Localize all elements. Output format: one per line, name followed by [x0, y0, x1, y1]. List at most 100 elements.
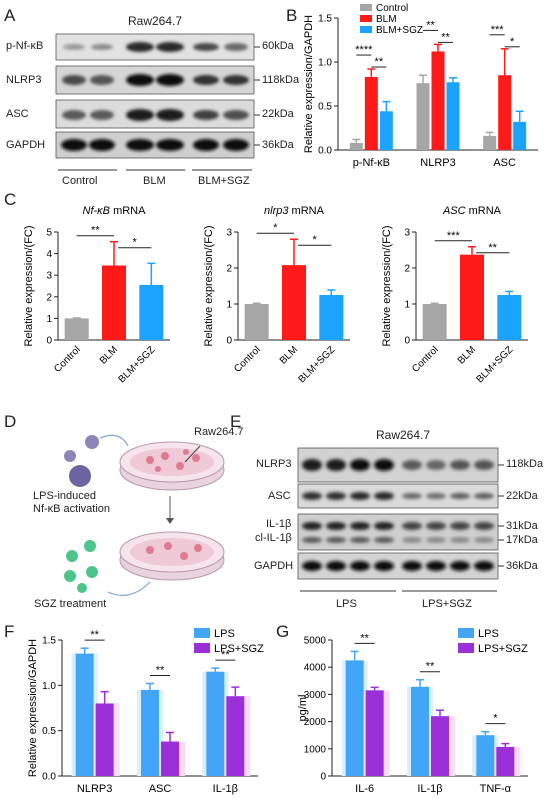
bar: [364, 76, 378, 150]
bar: [75, 653, 94, 776]
significance-label: **: [360, 632, 369, 644]
panel-e-group-label: LPS: [336, 598, 357, 610]
panel-e-mw-label: 118kDa: [506, 458, 544, 470]
legend-label: Control: [376, 3, 408, 14]
y-axis-title: Relative expression/(FC): [381, 225, 393, 346]
significance-label: **: [221, 649, 230, 661]
bar: [483, 135, 497, 150]
panel-e-letter: E: [230, 412, 242, 431]
x-tick-label: NLRP3: [420, 157, 455, 169]
panel-d-letter: D: [4, 412, 17, 431]
significance-label: **: [426, 19, 435, 31]
panel-a-cell-line: Raw264.7: [128, 14, 183, 28]
lps-particle-icon: [64, 450, 76, 462]
y-tick-label: 3: [404, 228, 410, 239]
legend-label: LPS+SGZ: [478, 643, 528, 655]
significance-label: **: [488, 242, 497, 254]
significance-label: *: [510, 36, 515, 48]
legend-label: BLM+SGZ: [376, 25, 423, 36]
y-tick-label: 1: [404, 300, 410, 311]
x-tick-label: TNF-α: [480, 783, 512, 795]
significance-label: ***: [491, 24, 505, 36]
y-tick-label: 2: [46, 292, 52, 303]
panel-e-row-label: IL-1β: [266, 518, 292, 530]
panel-e-mw-label: 36kDa: [506, 560, 538, 572]
bar: [411, 686, 429, 776]
bar: [282, 265, 306, 340]
panel-f-letter: F: [4, 622, 15, 641]
significance-label: *: [273, 222, 278, 234]
panel-e-mw-label: 22kDa: [506, 490, 538, 502]
panel-a-group-label: BLM+SGZ: [198, 175, 250, 187]
legend-swatch: [360, 15, 372, 22]
bar: [141, 689, 159, 776]
significance-label: **: [426, 661, 435, 673]
panel-d-dish-label: Raw264.7: [194, 426, 244, 438]
legend-label: LPS: [214, 628, 235, 640]
lps-particle-icon: [85, 435, 99, 449]
y-tick-label: 0: [320, 772, 326, 783]
x-tick-label: p-Nf-κB: [353, 157, 390, 169]
legend-swatch: [458, 643, 474, 653]
significance-label: *: [313, 234, 318, 246]
y-tick-label: 0.5: [318, 102, 332, 113]
y-tick-label: 1.0: [318, 58, 332, 69]
x-tick-label: IL-1β: [213, 783, 238, 795]
bar: [365, 690, 384, 776]
petri-dish-icon: [119, 441, 225, 491]
x-tick-label: IL-1β: [417, 783, 442, 795]
panel-a-mw-label: 22kDa: [262, 108, 294, 120]
bar: [349, 142, 363, 150]
significance-label: **: [156, 665, 165, 677]
bar: [476, 735, 495, 776]
bar: [446, 82, 460, 150]
panel-a-row-label: NLRP3: [6, 74, 42, 86]
x-tick-label: ASC: [493, 157, 516, 169]
significance-label: **: [441, 31, 450, 43]
y-tick-label: 3: [226, 228, 232, 239]
panel-a-row-label: GAPDH: [6, 139, 46, 151]
y-tick-label: 1.0: [42, 681, 56, 692]
panel-d-step1: LPS-induced: [33, 490, 96, 502]
panel-c-chart-nfkb: 0 1 2 3 4 5 Relative expression/(FC) Nf-κB mRNA…: [23, 205, 170, 385]
y-tick-label: 0: [46, 336, 52, 347]
y-tick-label: 0.0: [318, 146, 332, 157]
significance-label: *: [133, 237, 138, 249]
legend-swatch: [360, 26, 372, 33]
bar: [416, 83, 430, 150]
bar: [431, 51, 445, 150]
y-tick-label: 3: [46, 271, 52, 282]
y-tick-label: 4: [46, 249, 52, 260]
y-axis-title: Relative expression/(FC): [203, 225, 215, 346]
y-tick-label: 5000: [304, 636, 327, 647]
panel-b-letter: B: [286, 6, 298, 25]
legend-label: LPS: [478, 628, 499, 640]
panel-a-group-label: Control: [62, 175, 98, 187]
lps-particle-icon: [69, 465, 91, 487]
panel-a-row-label: p-Nf-κB: [6, 40, 44, 52]
chart-title: ASC mRNA: [442, 205, 502, 217]
y-tick-label: 4000: [304, 663, 327, 674]
y-tick-label: 1: [46, 314, 52, 325]
y-tick-label: 1000: [304, 744, 327, 755]
chart-title: nlrp3 mRNA: [264, 205, 325, 217]
bar: [431, 716, 449, 776]
bar: [226, 696, 245, 776]
panel-c-letter: C: [4, 190, 17, 209]
y-tick-label: 1: [226, 300, 232, 311]
bar: [206, 671, 225, 776]
x-tick-label: IL-6: [355, 783, 374, 795]
y-axis-title: pg/ml: [297, 695, 309, 722]
bar: [498, 75, 512, 150]
panel-a-mw-label: 36kDa: [262, 139, 294, 151]
bar: [345, 660, 364, 776]
legend-swatch: [194, 643, 210, 653]
panel-e-row-label: ASC: [268, 490, 291, 502]
panel-e-cell-line: Raw264.7: [376, 428, 431, 442]
bar: [64, 318, 89, 340]
